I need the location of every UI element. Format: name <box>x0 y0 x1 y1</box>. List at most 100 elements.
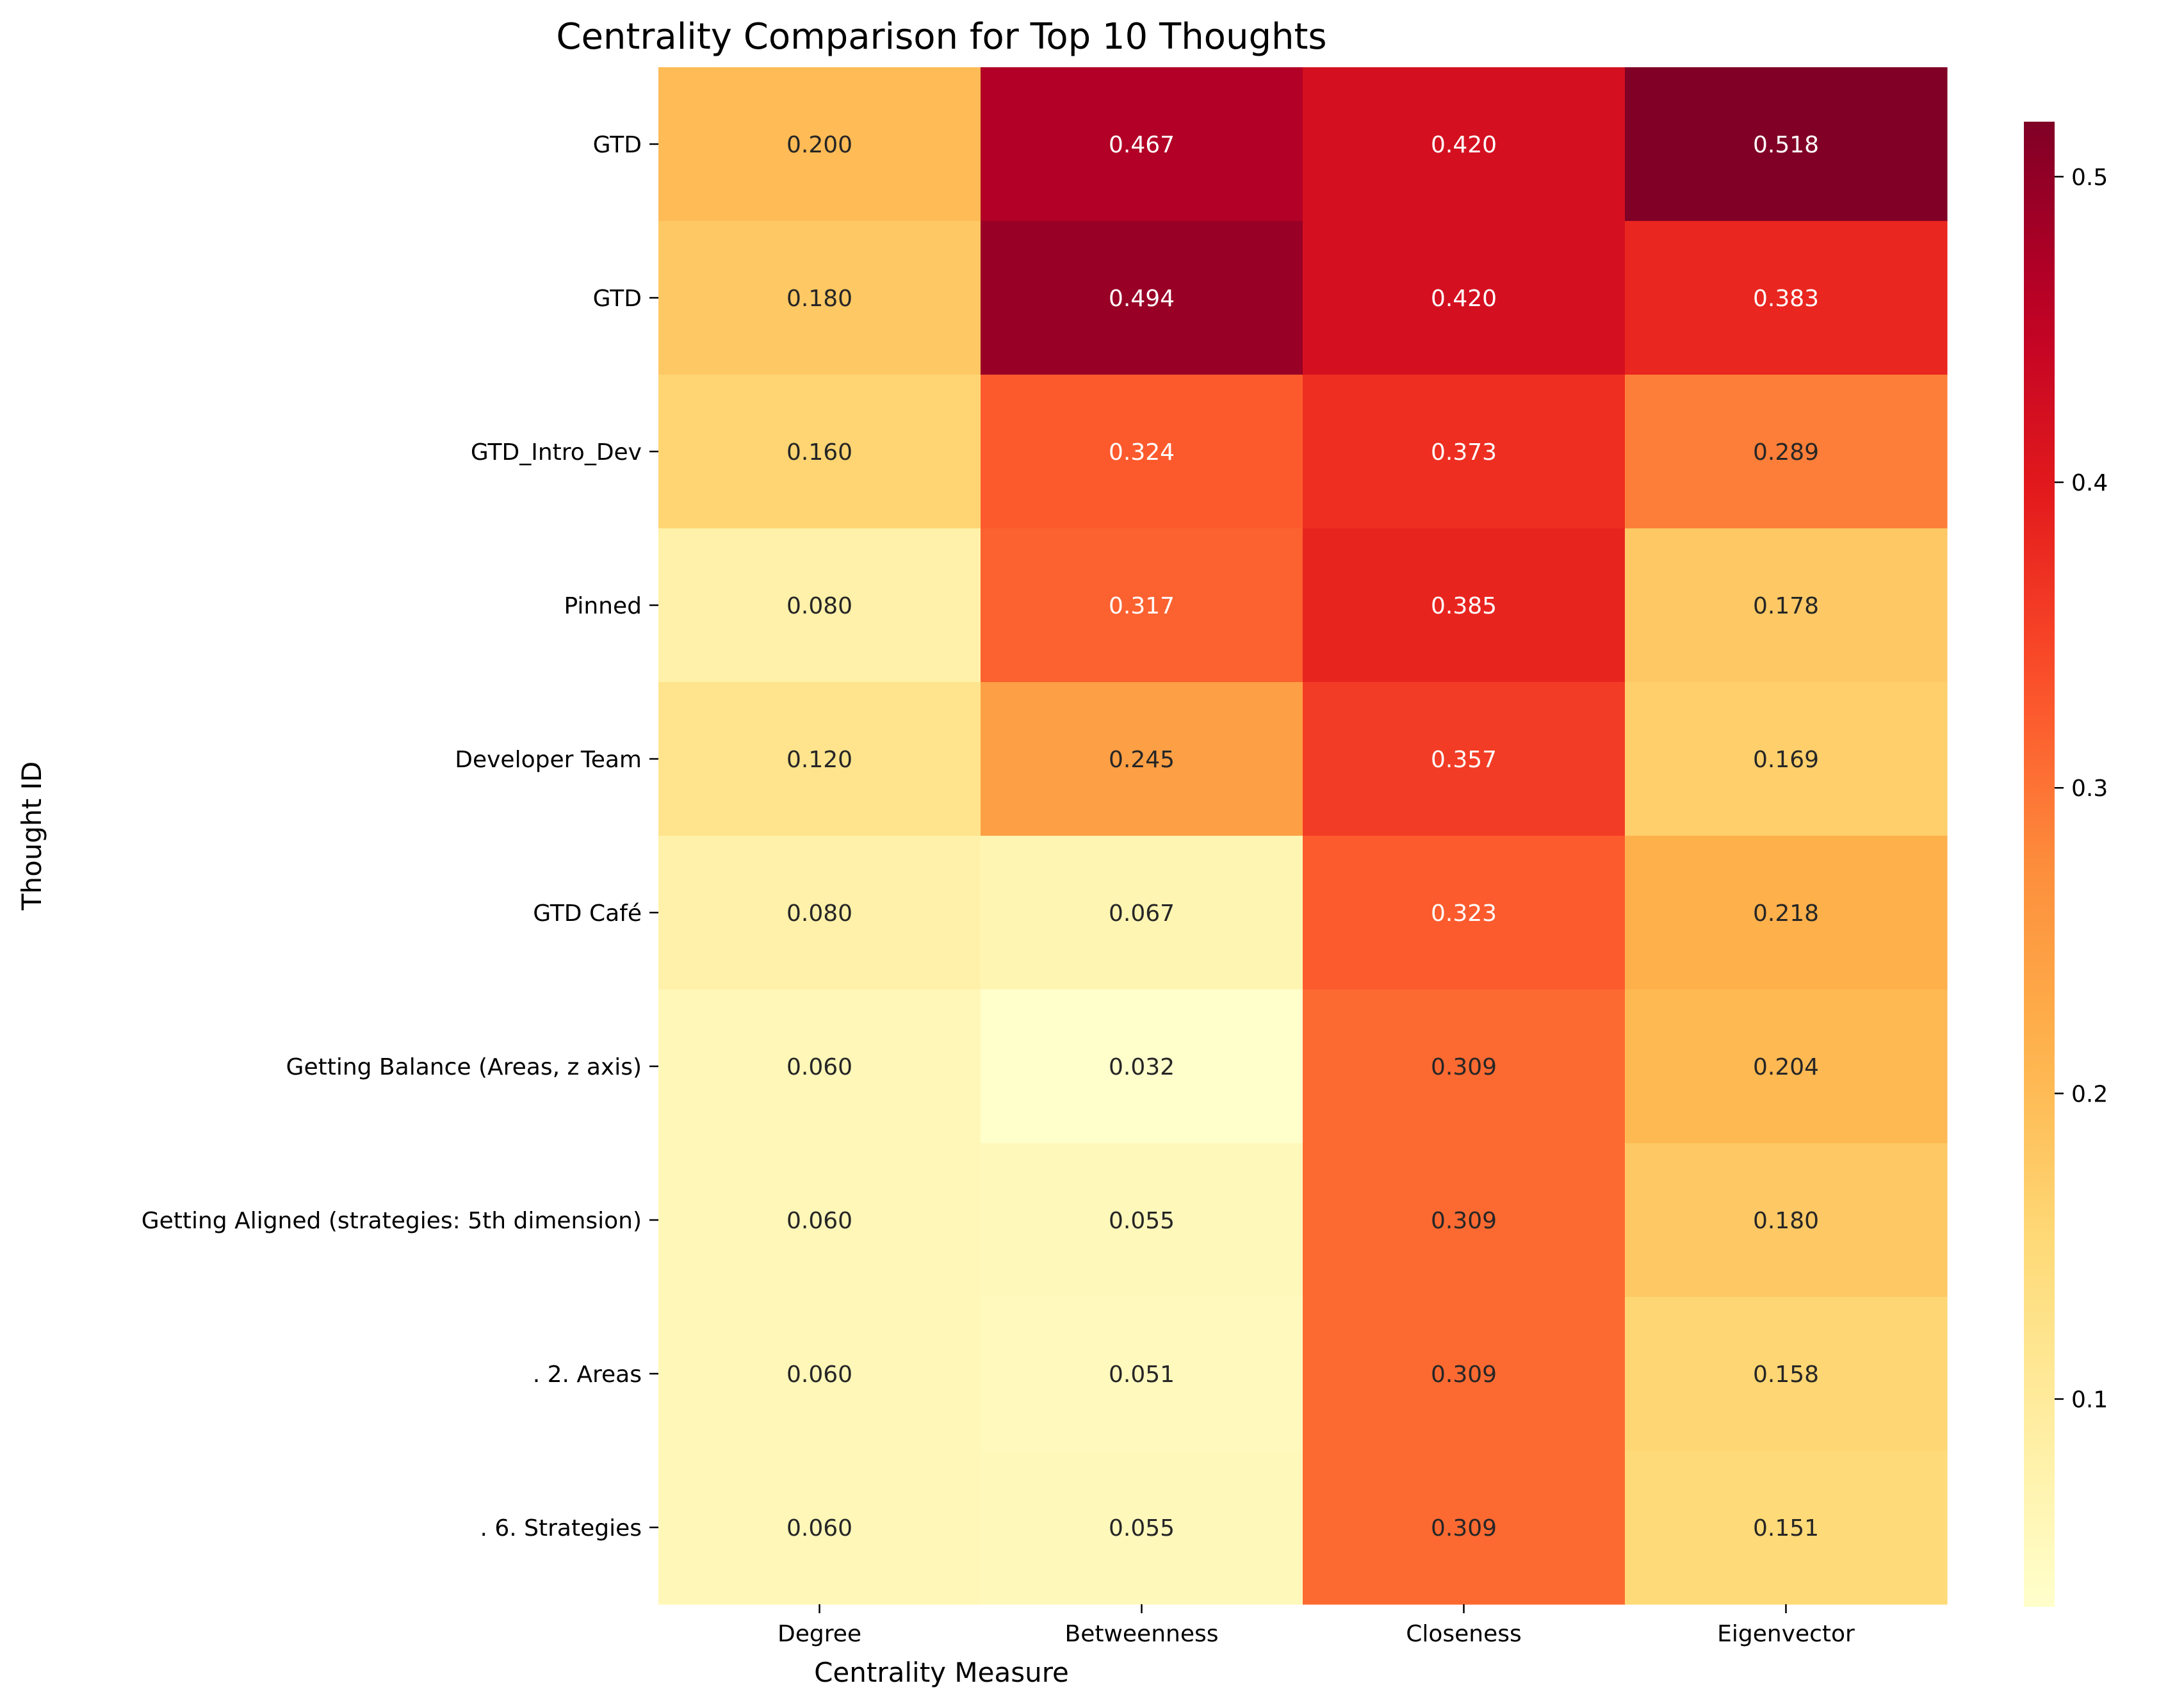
heatmap-cell <box>1625 1297 1948 1451</box>
heatmap-cell <box>1303 528 1626 683</box>
y-tick-label: GTD <box>593 286 642 312</box>
cell-value-label: 0.060 <box>786 1515 852 1541</box>
heatmap-cell <box>1303 1143 1626 1297</box>
cell-value-label: 0.420 <box>1431 132 1497 158</box>
cell-value-label: 0.420 <box>1431 286 1497 312</box>
colorbar-gradient <box>2024 122 2055 1607</box>
heatmap-cell <box>1625 1451 1948 1605</box>
heatmap-cell <box>1303 1451 1626 1605</box>
cell-value-label: 0.383 <box>1753 286 1819 312</box>
heatmap-cell <box>1625 989 1948 1144</box>
cell-value-label: 0.180 <box>786 286 852 312</box>
heatmap-cell <box>1303 989 1626 1144</box>
x-tick-label: Closeness <box>1406 1621 1522 1647</box>
colorbar-tick-label: 0.4 <box>2071 470 2108 496</box>
cell-value-label: 0.467 <box>1109 132 1175 158</box>
cell-value-label: 0.060 <box>786 1362 852 1388</box>
cell-value-label: 0.067 <box>1109 900 1175 927</box>
cell-value-label: 0.200 <box>786 132 852 158</box>
y-tick-label: Getting Aligned (strategies: 5th dimensi… <box>142 1208 642 1234</box>
heatmap-cell <box>1303 682 1626 836</box>
colorbar-tick-label: 0.1 <box>2071 1387 2108 1413</box>
colorbar: 0.1 0.2 0.3 0.4 0.5 <box>2024 122 2108 1607</box>
heatmap-cell <box>1303 67 1626 222</box>
heatmap-cell <box>981 221 1303 375</box>
heatmap-cell <box>658 1143 981 1297</box>
heatmap-cell <box>1625 836 1948 990</box>
cell-value-label: 0.169 <box>1753 747 1819 773</box>
cell-value-label: 0.158 <box>1753 1362 1819 1388</box>
heatmap-cell <box>981 1297 1303 1451</box>
y-tick-label: . 6. Strategies <box>480 1515 642 1541</box>
cell-value-label: 0.218 <box>1753 900 1819 927</box>
heatmap-cell <box>981 528 1303 683</box>
heatmap-cell <box>1625 375 1948 529</box>
heatmap-cell <box>1303 836 1626 990</box>
heatmap-cell <box>981 836 1303 990</box>
x-tick-label: Betweenness <box>1065 1621 1219 1647</box>
heatmap-cell <box>981 989 1303 1144</box>
heatmap-cell <box>658 1451 981 1605</box>
y-tick-label: . 2. Areas <box>533 1362 642 1388</box>
colorbar-tick-label: 0.3 <box>2071 776 2108 802</box>
cell-value-label: 0.055 <box>1109 1208 1175 1234</box>
heatmap-cell <box>1625 528 1948 683</box>
heatmap-cell <box>981 682 1303 836</box>
heatmap-cell <box>981 375 1303 529</box>
heatmap-cell <box>1625 1143 1948 1297</box>
heatmap-cell <box>658 375 981 529</box>
cell-value-label: 0.385 <box>1431 593 1497 619</box>
cell-value-label: 0.357 <box>1431 747 1497 773</box>
cell-value-label: 0.060 <box>786 1208 852 1234</box>
cell-value-label: 0.204 <box>1753 1054 1819 1080</box>
heatmap-cell-labels: 0.200 0.467 0.420 0.518 0.180 0.494 0.420 0.383… <box>786 132 1819 1541</box>
heatmap-cell <box>1303 1297 1626 1451</box>
heatmap-cell <box>1625 682 1948 836</box>
heatmap-cell <box>1625 221 1948 375</box>
cell-value-label: 0.317 <box>1109 593 1175 619</box>
y-tick-label: Getting Balance (Areas, z axis) <box>286 1054 642 1080</box>
heatmap-cell <box>981 1143 1303 1297</box>
colorbar-tick-label: 0.5 <box>2071 165 2108 191</box>
colorbar-tick-label: 0.2 <box>2071 1081 2108 1107</box>
cell-value-label: 0.055 <box>1109 1515 1175 1541</box>
cell-value-label: 0.518 <box>1753 132 1819 158</box>
heatmap-cell <box>658 989 981 1144</box>
heatmap-cell <box>658 1297 981 1451</box>
cell-value-label: 0.309 <box>1431 1515 1497 1541</box>
cell-value-label: 0.080 <box>786 593 852 619</box>
y-tick-label: GTD Café <box>533 900 642 927</box>
heatmap-cell <box>1303 375 1626 529</box>
cell-value-label: 0.051 <box>1109 1362 1175 1388</box>
y-tick-label: GTD_Intro_Dev <box>471 439 642 466</box>
cell-value-label: 0.373 <box>1431 439 1497 466</box>
cell-value-label: 0.178 <box>1753 593 1819 619</box>
x-tick-label: Eigenvector <box>1717 1621 1855 1647</box>
cell-value-label: 0.309 <box>1431 1054 1497 1080</box>
heatmap-cell <box>981 1451 1303 1605</box>
y-tick-label: Developer Team <box>455 747 642 773</box>
heatmap-cell <box>1303 221 1626 375</box>
heatmap-cell <box>658 682 981 836</box>
cell-value-label: 0.494 <box>1109 286 1175 312</box>
cell-value-label: 0.324 <box>1109 439 1175 466</box>
heatmap-cell <box>1625 67 1948 222</box>
colorbar-ticks: 0.1 0.2 0.3 0.4 0.5 <box>2055 165 2108 1413</box>
y-tick-label: Pinned <box>564 593 642 619</box>
chart-title: Centrality Comparison for Top 10 Thought… <box>556 16 1326 58</box>
y-axis-label: Thought ID <box>16 761 47 911</box>
cell-value-label: 0.309 <box>1431 1208 1497 1234</box>
heatmap-cell <box>658 221 981 375</box>
cell-value-label: 0.245 <box>1109 747 1175 773</box>
heatmap-cell <box>658 67 981 222</box>
cell-value-label: 0.180 <box>1753 1208 1819 1234</box>
cell-value-label: 0.289 <box>1753 439 1819 466</box>
cell-value-label: 0.323 <box>1431 900 1497 927</box>
x-axis-label: Centrality Measure <box>814 1657 1069 1688</box>
cell-value-label: 0.080 <box>786 900 852 927</box>
cell-value-label: 0.120 <box>786 747 852 773</box>
heatmap-cell <box>981 67 1303 222</box>
y-tick-label: GTD <box>593 132 642 158</box>
heatmap-cell <box>658 528 981 683</box>
